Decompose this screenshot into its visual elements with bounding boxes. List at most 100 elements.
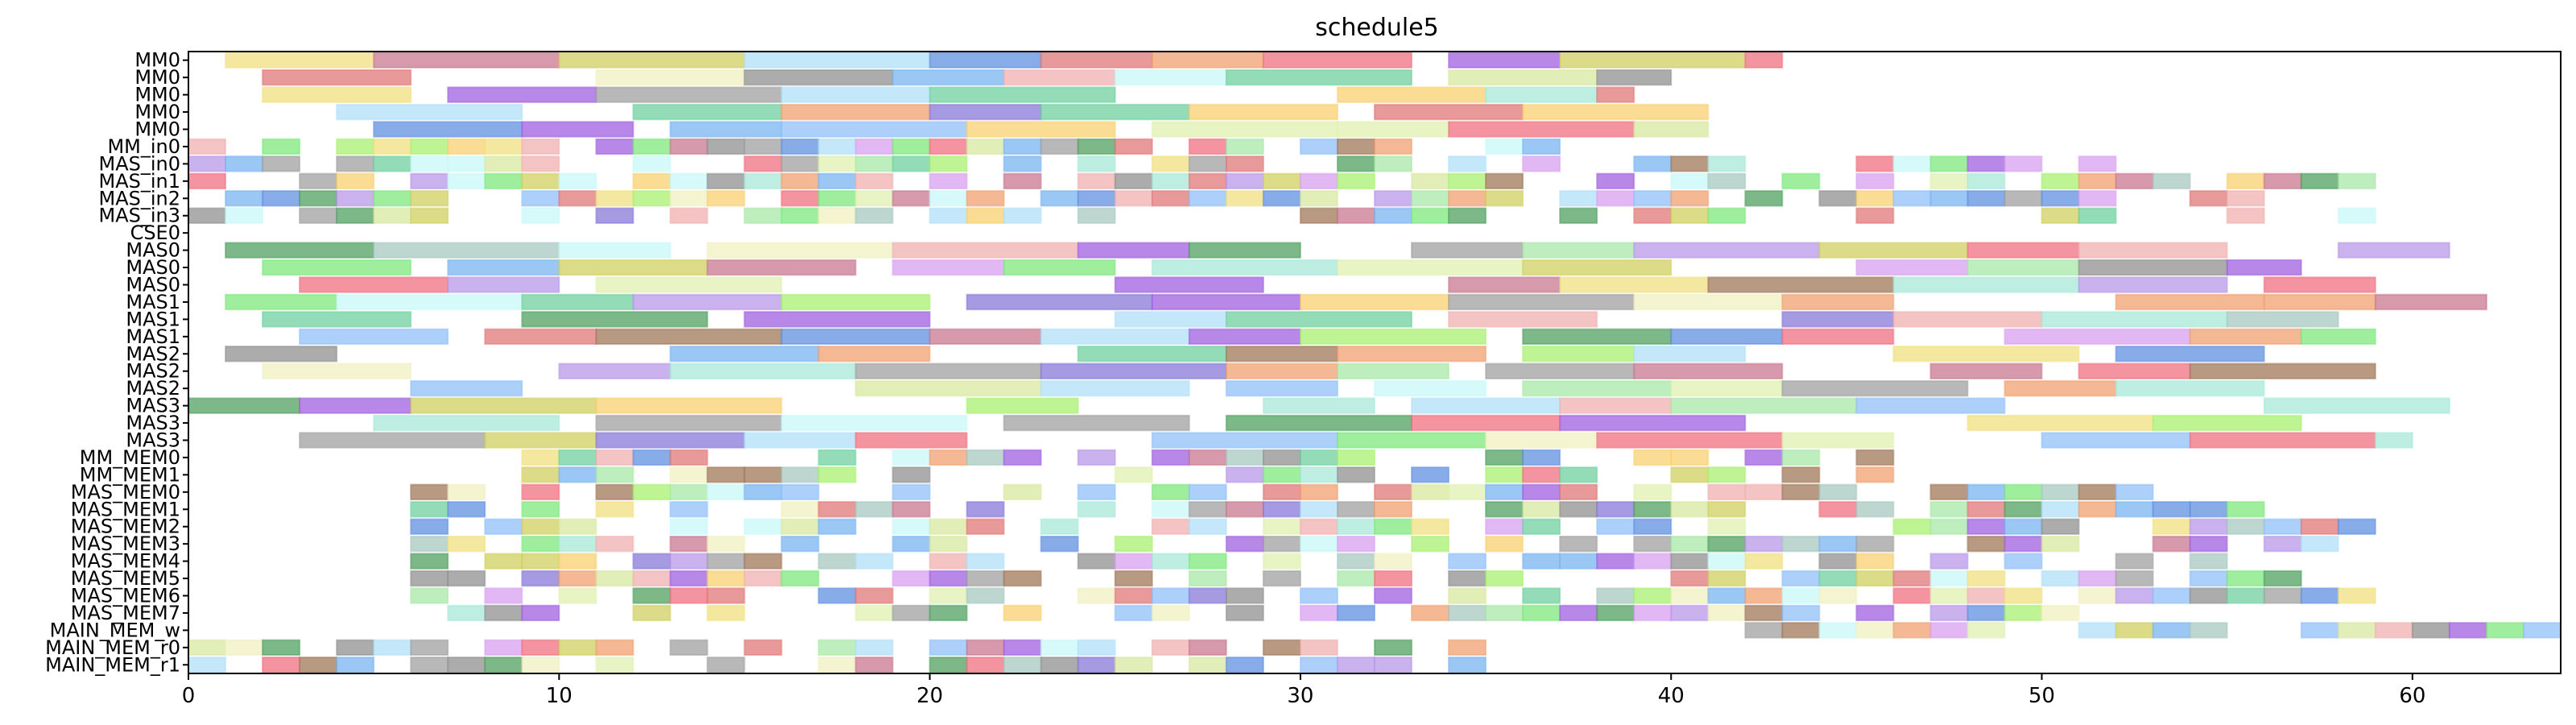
task-bar [2003,483,2043,501]
task-bar [595,639,635,657]
task-bar [1114,570,1153,587]
task-bar [1151,483,1190,501]
y-tick-label: MAS0 [126,256,180,279]
task-bar [1188,518,1227,535]
task-bar [595,276,783,293]
task-bar [1633,518,1673,535]
task-bar [2189,570,2228,587]
task-bar [1522,501,1561,518]
task-bar [1855,172,1895,190]
task-bar [854,432,968,449]
task-bar [1781,570,1821,587]
y-tick-label: MM0 [134,49,180,72]
task-bar [1633,155,1673,172]
y-tick-label: MAS_MEM0 [71,481,180,503]
task-bar [891,604,931,622]
task-bar [410,155,449,172]
y-tick-label: MM_MEM0 [80,446,180,469]
task-bar [1670,587,1710,604]
task-bar [1262,553,1301,570]
task-bar [2003,518,2043,535]
task-bar [1707,604,1747,622]
task-bar [1670,190,1710,207]
task-bar [2003,587,2043,604]
task-bar [1485,483,1524,501]
task-bar [1522,138,1561,155]
task-bar [743,553,783,570]
task-bar [1485,449,1524,466]
task-bar [1151,155,1190,172]
task-bar [1485,432,1598,449]
task-bar [1225,190,1264,207]
task-bar [1114,553,1153,570]
task-bar [669,518,709,535]
task-bar [2226,587,2265,604]
task-bar [891,466,931,483]
task-bar [1336,604,1375,622]
task-bar [1188,570,1227,587]
task-bar [1114,172,1153,190]
y-tick-label: MM0 [134,118,180,141]
task-bar [1633,121,1710,138]
task-bar [1559,501,1598,518]
task-bar [2374,622,2413,639]
task-bar [1781,604,1821,622]
chart-title: schedule5 [1315,14,1439,42]
task-bar [521,483,560,501]
task-bar [521,138,560,155]
task-bar [1522,518,1561,535]
task-bar [1522,449,1561,466]
task-bar [1374,553,1413,570]
task-bar [1818,242,1969,259]
task-bar [1929,553,1969,570]
y-tick-label: MAS_MEM2 [71,516,180,538]
task-bar [1485,172,1524,190]
task-bar [1559,483,1598,501]
task-bar [521,121,635,138]
task-bar [521,293,635,311]
task-bar [1818,483,1858,501]
task-bar [1892,570,1932,587]
task-bar [1707,570,1747,587]
task-bar [1966,501,2006,518]
task-bar [558,259,709,276]
task-bar [2078,259,2228,276]
task-bar [2078,622,2117,639]
y-tick-label: MAS0 [126,274,180,296]
task-bar [336,138,375,155]
task-bar [780,570,820,587]
task-bar [484,155,523,172]
task-bar [780,535,820,553]
task-bar [1448,293,1635,311]
task-bar [484,604,523,622]
task-bar [2115,172,2154,190]
task-bar [1929,190,1969,207]
task-bar [1670,501,1710,518]
task-bar [669,501,709,518]
task-bar [1336,138,1375,155]
task-bar [1262,518,1301,535]
task-bar [1485,362,1635,379]
task-bar [706,190,746,207]
task-bar [1003,570,1042,587]
task-bar [928,639,968,657]
task-bar [1929,622,1969,639]
task-bar [2003,501,2043,518]
task-bar [1818,553,1858,570]
task-bar [1744,587,1784,604]
task-bar [484,639,523,657]
task-bar [1003,259,1116,276]
y-tick-label: CSE0 [130,222,180,244]
task-bar [1188,553,1227,570]
task-bar [1633,483,1673,501]
task-bar [854,207,894,224]
task-bar [1188,587,1227,604]
task-bar [1411,414,1561,432]
task-bar [1151,587,1190,604]
task-bar [854,190,894,207]
task-bar [1929,483,1969,501]
task-bar [595,432,746,449]
task-bar [1522,604,1561,622]
task-bar [2115,587,2154,604]
task-bar [1225,449,1264,466]
